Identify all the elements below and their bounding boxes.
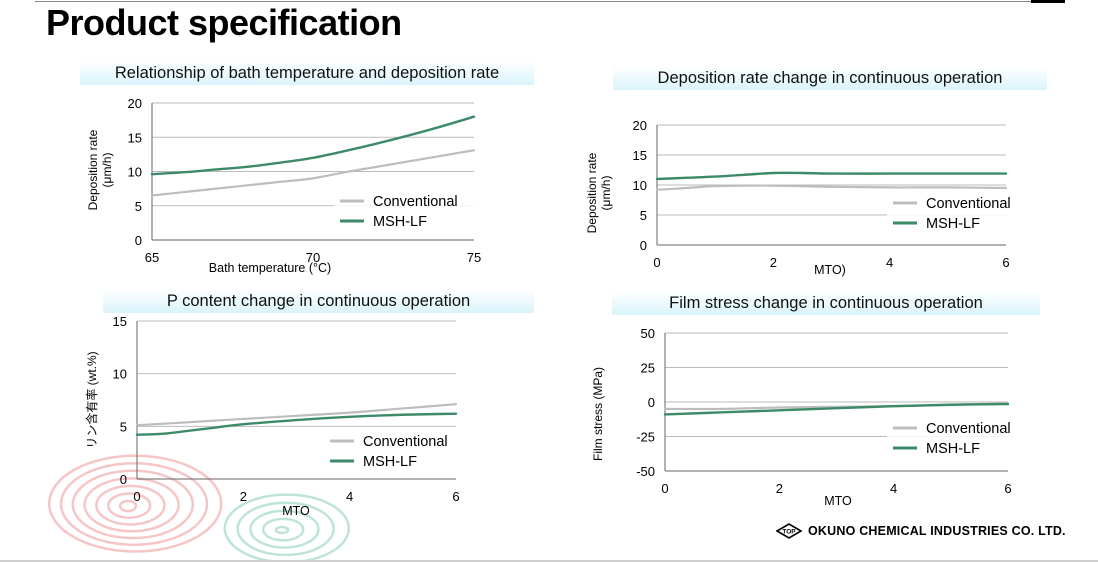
x-axis-label: MTO) [814,263,846,277]
y-tick-label: 0 [640,238,647,253]
swirl-ring [249,509,320,549]
legend-label-conventional: Conventional [926,196,1011,212]
x-tick-label: 2 [770,255,777,270]
y-tick-label: -50 [636,464,655,479]
swirl-green-graphic [223,493,351,562]
y-axis-label: Deposition rate [585,152,599,233]
y-tick-label: 20 [128,96,142,111]
y-tick-label: 15 [128,130,142,145]
legend-label-conventional: Conventional [926,421,1011,437]
top-rule [35,1,1031,2]
y-axis-label: (μm/h) [100,153,114,188]
y-tick-label: 5 [120,419,127,434]
y-axis-label: (μm/h) [599,176,613,211]
series-line-msh-lf [663,402,1010,416]
x-tick-label: 0 [653,255,660,270]
y-tick-label: 0 [648,395,655,410]
y-tick-label: 15 [113,314,127,329]
swirl-ring [83,477,180,533]
x-axis-label: MTO [824,494,852,508]
x-tick-label: 6 [1002,255,1009,270]
chart-3-title: P content change in continuous operation [103,289,534,313]
swirl-ring [261,517,305,542]
x-tick-label: 4 [886,255,893,270]
x-tick-label: 70 [306,250,320,265]
y-tick-label: 20 [633,118,647,133]
x-tick-label: 0 [133,489,140,504]
company-name: OKUNO CHEMICAL INDUSTRIES CO. LTD. [808,524,1066,538]
y-tick-label: 10 [128,165,142,180]
x-tick-label: 2 [776,481,783,496]
y-axis-label: リン含有率 (wt.%) [84,351,99,448]
legend-background [324,431,472,475]
swirl-ring [223,493,351,562]
y-tick-label: 25 [641,361,655,376]
y-tick-label: 0 [120,472,127,487]
y-tick-label: 10 [113,367,127,382]
x-axis-label: MTO [282,504,310,518]
swirl-ring [59,462,209,546]
legend-background [334,191,482,235]
swirl-ring [95,484,166,526]
y-tick-label: 5 [135,199,142,214]
swirl-ring [236,501,335,557]
legend-label-conventional: Conventional [363,434,448,450]
y-axis-label: Film stress (MPa) [591,367,605,461]
swirl-ring [106,492,152,520]
series-line-msh-lf [135,412,458,436]
y-tick-label: 15 [633,148,647,163]
company-logo-text: TOP [782,529,796,536]
legend-label-conventional: Conventional [373,194,458,210]
y-tick-label: 10 [633,178,647,193]
legend-background [887,418,1035,462]
x-tick-label: 4 [890,481,897,496]
series-line-conventional [655,184,1008,191]
x-tick-label: 6 [1004,481,1011,496]
chart-2-title: Deposition rate change in continuous ope… [613,66,1047,90]
series-line-msh-lf [655,171,1008,181]
legend-label-msh-lf: MSH-LF [373,214,427,230]
x-axis-label: Bath temperature (°C) [209,261,331,275]
y-tick-label: -25 [636,430,655,445]
swirl-red-graphic [47,454,223,553]
swirl-ring [71,469,195,540]
bottom-rule [0,560,1098,562]
corner-mark [1031,0,1065,3]
x-tick-label: 4 [346,489,353,504]
y-tick-label: 0 [135,233,142,248]
swirl-ring [274,525,290,535]
legend-label-msh-lf: MSH-LF [926,216,980,232]
x-tick-label: 0 [661,481,668,496]
series-line-msh-lf [150,115,476,176]
chart-1-title: Relationship of bath temperature and dep… [80,61,534,85]
swirl-ring [47,454,223,553]
legend-label-msh-lf: MSH-LF [926,441,980,457]
x-tick-label: 65 [145,250,159,265]
series-line-conventional [150,149,476,197]
series-line-conventional [135,403,458,427]
y-tick-label: 5 [640,208,647,223]
y-tick-label: 50 [641,326,655,341]
page-title: Product specification [46,2,402,43]
x-tick-label: 75 [467,250,481,265]
swirl-ring [118,499,138,513]
legend-background [887,193,1035,237]
x-tick-label: 2 [240,489,247,504]
x-tick-label: 6 [452,489,459,504]
company-logo-icon: TOP [776,523,802,539]
company-footer: TOP OKUNO CHEMICAL INDUSTRIES CO. LTD. [776,520,1066,542]
y-axis-label: Deposition rate [86,129,100,210]
chart-4-title: Film stress change in continuous operati… [612,291,1040,315]
legend-label-msh-lf: MSH-LF [363,454,417,470]
